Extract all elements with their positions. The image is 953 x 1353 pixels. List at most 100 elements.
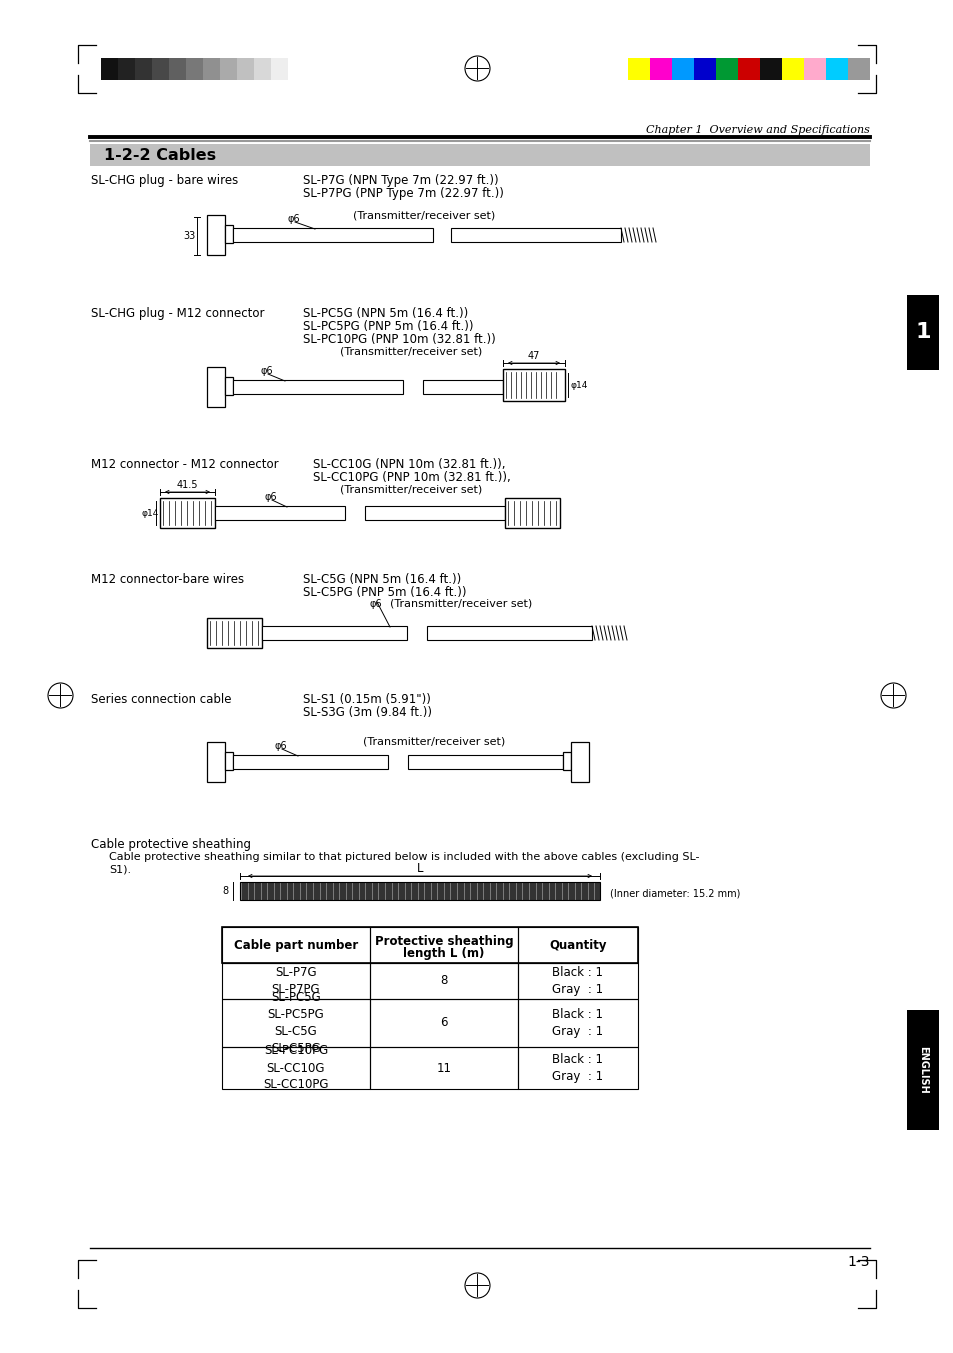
- Bar: [370, 1047, 517, 1089]
- Text: 8: 8: [440, 974, 447, 988]
- Text: SL-CHG plug - bare wires: SL-CHG plug - bare wires: [91, 175, 238, 187]
- Bar: [222, 963, 370, 999]
- Text: SL-PC10PG
SL-CC10G
SL-CC10PG: SL-PC10PG SL-CC10G SL-CC10PG: [263, 1045, 329, 1092]
- Bar: [422, 380, 502, 394]
- Bar: [517, 963, 638, 999]
- Bar: [225, 752, 233, 770]
- Bar: [233, 229, 433, 242]
- Text: Cable part number: Cable part number: [233, 939, 357, 951]
- Text: Black : 1
Gray  : 1: Black : 1 Gray : 1: [552, 1008, 603, 1038]
- Bar: [253, 58, 271, 80]
- Bar: [781, 58, 803, 80]
- Bar: [693, 58, 716, 80]
- Text: (Inner diameter: 15.2 mm): (Inner diameter: 15.2 mm): [609, 888, 740, 898]
- Bar: [803, 58, 825, 80]
- Bar: [502, 369, 564, 400]
- Bar: [825, 58, 847, 80]
- Bar: [207, 741, 225, 782]
- Bar: [451, 229, 620, 242]
- Bar: [101, 58, 118, 80]
- Bar: [370, 999, 517, 1047]
- Bar: [207, 215, 225, 254]
- Text: SL-CC10PG (PNP 10m (32.81 ft.)),: SL-CC10PG (PNP 10m (32.81 ft.)),: [313, 471, 510, 484]
- Text: (Transmitter/receiver set): (Transmitter/receiver set): [363, 737, 505, 747]
- Bar: [152, 58, 169, 80]
- Text: Protective sheathing: Protective sheathing: [375, 935, 513, 948]
- Text: (Transmitter/receiver set): (Transmitter/receiver set): [339, 484, 482, 494]
- Text: SL-P7G
SL-P7PG: SL-P7G SL-P7PG: [272, 966, 320, 996]
- Text: SL-PC5G
SL-PC5PG
SL-C5G
SL-C5PG: SL-PC5G SL-PC5PG SL-C5G SL-C5PG: [268, 990, 324, 1055]
- Bar: [222, 927, 638, 963]
- Text: SL-CC10G (NPN 10m (32.81 ft.)),: SL-CC10G (NPN 10m (32.81 ft.)),: [313, 459, 505, 471]
- Bar: [222, 927, 370, 963]
- Bar: [214, 506, 345, 520]
- Text: S1).: S1).: [109, 865, 131, 874]
- Bar: [203, 58, 220, 80]
- Bar: [906, 295, 938, 369]
- Bar: [517, 927, 638, 963]
- Bar: [240, 882, 599, 900]
- Bar: [906, 1009, 938, 1130]
- Text: SL-C5G (NPN 5m (16.4 ft.)): SL-C5G (NPN 5m (16.4 ft.)): [303, 574, 460, 586]
- Text: 1: 1: [914, 322, 930, 342]
- Text: φ14: φ14: [142, 509, 159, 517]
- Bar: [427, 626, 592, 640]
- Text: SL-CHG plug - M12 connector: SL-CHG plug - M12 connector: [91, 307, 264, 321]
- Text: 33: 33: [183, 231, 195, 241]
- Bar: [571, 741, 588, 782]
- Text: M12 connector-bare wires: M12 connector-bare wires: [91, 574, 244, 586]
- Bar: [517, 1047, 638, 1089]
- Text: M12 connector - M12 connector: M12 connector - M12 connector: [91, 459, 278, 471]
- Bar: [90, 143, 869, 166]
- Bar: [649, 58, 671, 80]
- Text: SL-PC5G (NPN 5m (16.4 ft.)): SL-PC5G (NPN 5m (16.4 ft.)): [303, 307, 468, 321]
- Text: φ6: φ6: [288, 214, 300, 225]
- Bar: [222, 1047, 370, 1089]
- Text: SL-PC10PG (PNP 10m (32.81 ft.)): SL-PC10PG (PNP 10m (32.81 ft.)): [303, 333, 496, 346]
- Text: Chapter 1  Overview and Specifications: Chapter 1 Overview and Specifications: [645, 124, 869, 135]
- Bar: [225, 377, 233, 395]
- Bar: [262, 626, 407, 640]
- Bar: [169, 58, 186, 80]
- Bar: [233, 755, 388, 769]
- Text: 8: 8: [222, 886, 228, 896]
- Text: L: L: [416, 862, 423, 875]
- Bar: [118, 58, 135, 80]
- Text: (Transmitter/receiver set): (Transmitter/receiver set): [339, 346, 482, 356]
- Bar: [225, 225, 233, 244]
- Bar: [370, 963, 517, 999]
- Text: Cable protective sheathing similar to that pictured below is included with the a: Cable protective sheathing similar to th…: [109, 852, 699, 862]
- Bar: [627, 58, 649, 80]
- Text: Quantity: Quantity: [549, 939, 606, 951]
- Text: φ6: φ6: [265, 492, 277, 502]
- Text: 41.5: 41.5: [176, 480, 198, 490]
- Text: SL-S3G (3m (9.84 ft.)): SL-S3G (3m (9.84 ft.)): [303, 706, 432, 718]
- Bar: [517, 999, 638, 1047]
- Text: 1-2-2 Cables: 1-2-2 Cables: [104, 149, 216, 164]
- Text: Black : 1
Gray  : 1: Black : 1 Gray : 1: [552, 966, 603, 996]
- Bar: [233, 380, 402, 394]
- Text: SL-P7PG (PNP Type 7m (22.97 ft.)): SL-P7PG (PNP Type 7m (22.97 ft.)): [303, 187, 503, 200]
- Text: Series connection cable: Series connection cable: [91, 693, 232, 706]
- Bar: [671, 58, 693, 80]
- Text: 6: 6: [439, 1016, 447, 1030]
- Bar: [504, 498, 559, 528]
- Text: 47: 47: [527, 350, 539, 361]
- Bar: [135, 58, 152, 80]
- Bar: [236, 58, 253, 80]
- Text: φ14: φ14: [571, 380, 588, 390]
- Text: SL-P7G (NPN Type 7m (22.97 ft.)): SL-P7G (NPN Type 7m (22.97 ft.)): [303, 175, 498, 187]
- Bar: [408, 755, 562, 769]
- Bar: [222, 999, 370, 1047]
- Bar: [760, 58, 781, 80]
- Bar: [220, 58, 236, 80]
- Text: SL-S1 (0.15m (5.91")): SL-S1 (0.15m (5.91")): [303, 693, 431, 706]
- Text: length L (m): length L (m): [403, 947, 484, 961]
- Text: 11: 11: [436, 1062, 451, 1074]
- Bar: [716, 58, 738, 80]
- Bar: [186, 58, 203, 80]
- Text: φ6: φ6: [274, 741, 287, 751]
- Text: 1-3: 1-3: [846, 1256, 869, 1269]
- Bar: [738, 58, 760, 80]
- Text: φ6: φ6: [370, 599, 382, 609]
